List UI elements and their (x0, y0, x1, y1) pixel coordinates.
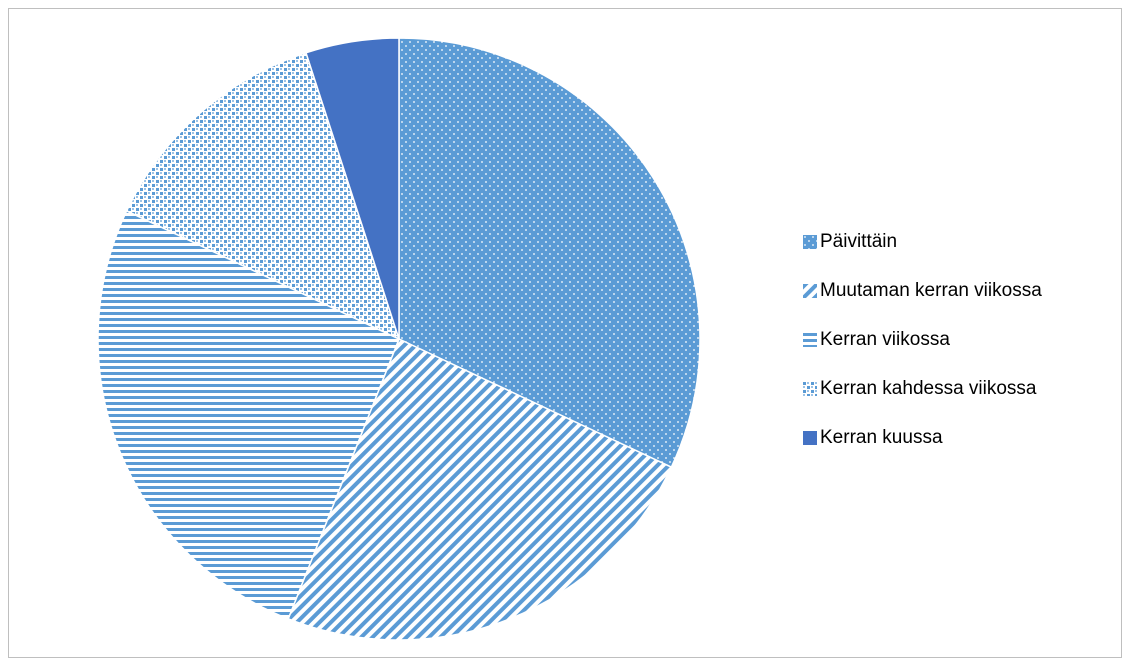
pie-slice-kerran-kahdessa-viikossa (125, 51, 401, 341)
legend-label: Kerran kuussa (820, 426, 943, 448)
legend-label: Muutaman kerran viikossa (820, 279, 1042, 301)
legend-swatch-diagonal (803, 283, 817, 298)
legend-item-kerran-viikossa: Kerran viikossa (803, 325, 1042, 354)
pie-slices (97, 37, 701, 641)
pie-slice-päivittäin (398, 37, 701, 469)
legend-item-muutaman-kerran-viikossa: Muutaman kerran viikossa (803, 276, 1042, 305)
pie-slice-kerran-viikossa (97, 209, 400, 620)
pie-slice-muutaman-kerran-viikossa (287, 337, 673, 641)
legend-item-paivittain: Päivittäin (803, 227, 1042, 256)
legend-swatch-solid (803, 430, 817, 445)
legend-label: Päivittäin (820, 230, 898, 252)
legend-item-kerran-kahdessa-viikossa: Kerran kahdessa viikossa (803, 374, 1042, 403)
legend: Päivittäin Muutaman kerran viikossa Kerr… (803, 227, 1042, 452)
pie-slice-kerran-kuussa (305, 37, 400, 340)
legend-label: Kerran kahdessa viikossa (820, 377, 1037, 399)
legend-label: Kerran viikossa (820, 328, 950, 350)
legend-swatch-dots (803, 234, 817, 249)
legend-item-kerran-kuussa: Kerran kuussa (803, 423, 1042, 452)
legend-swatch-horizontal (803, 332, 817, 347)
legend-swatch-checker (803, 381, 817, 396)
